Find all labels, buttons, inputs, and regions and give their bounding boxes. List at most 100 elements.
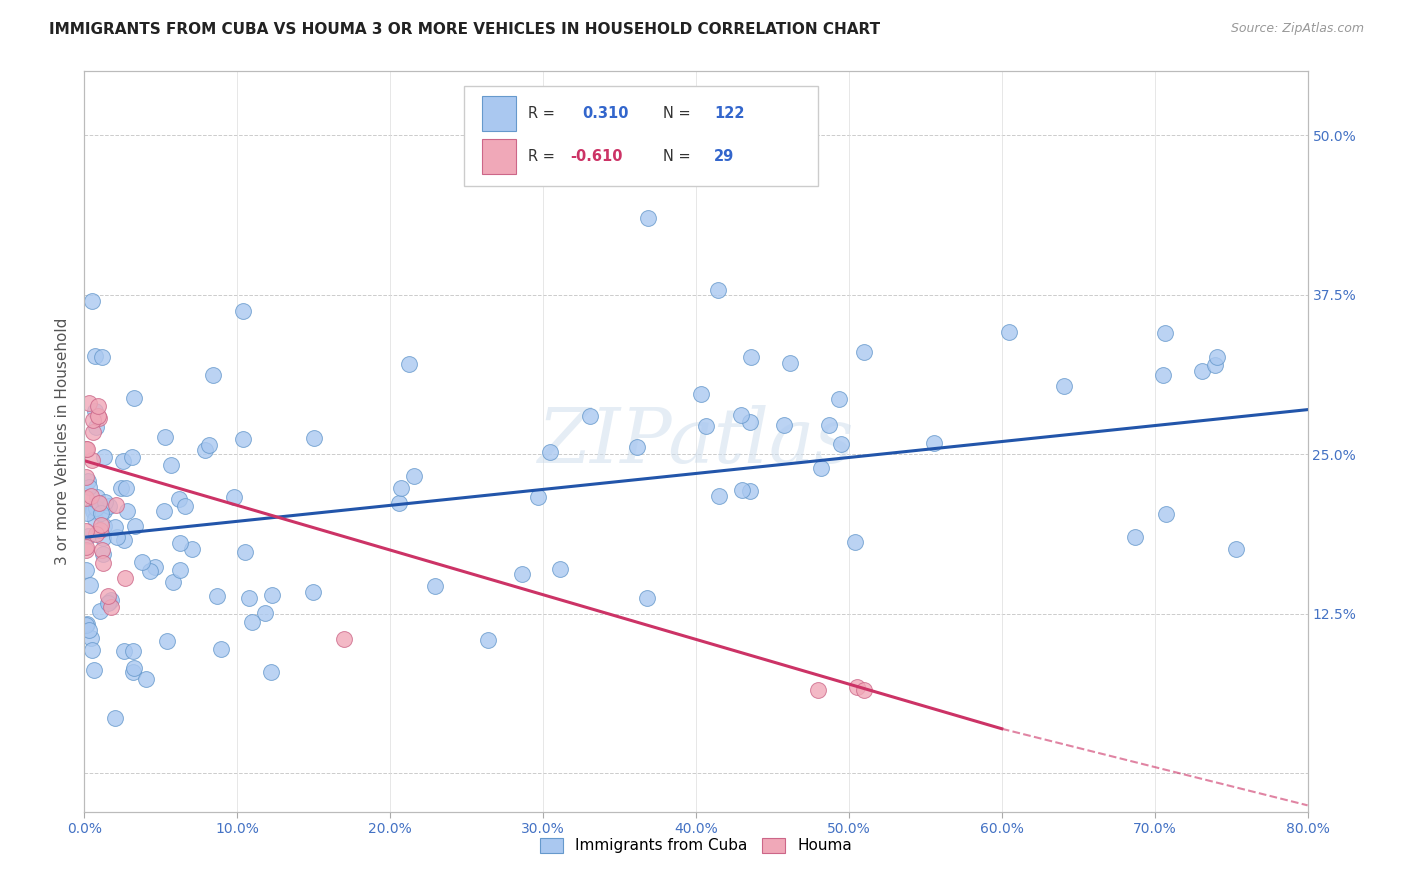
Point <box>240 615 263 630</box>
Point <box>1154 507 1177 521</box>
Point <box>793 128 815 143</box>
Point <box>82 500 104 515</box>
Point <box>79 480 101 494</box>
Point <box>845 680 868 694</box>
Point <box>731 483 754 497</box>
Point <box>830 436 852 450</box>
Point <box>87 409 110 423</box>
Point <box>232 304 254 318</box>
Point <box>1053 378 1076 392</box>
Point <box>131 555 153 569</box>
Point <box>740 350 762 364</box>
Point <box>115 481 138 495</box>
Point <box>1225 541 1247 556</box>
Point <box>124 519 146 533</box>
Point <box>75 563 97 577</box>
Point <box>1152 368 1174 383</box>
Point <box>100 600 122 615</box>
Point <box>75 543 97 558</box>
Point <box>209 642 232 657</box>
Text: R =: R = <box>529 106 555 121</box>
Point <box>707 490 730 504</box>
Text: 29: 29 <box>714 149 734 164</box>
Point <box>260 587 283 601</box>
Point <box>91 547 114 561</box>
Point <box>160 458 183 473</box>
Point <box>97 589 120 603</box>
Y-axis label: 3 or more Vehicles in Household: 3 or more Vehicles in Household <box>55 318 70 566</box>
Point <box>122 660 145 674</box>
Point <box>80 632 103 646</box>
Point <box>110 481 132 495</box>
Point <box>167 492 190 507</box>
Point <box>139 564 162 578</box>
Point <box>91 543 114 558</box>
Point <box>112 533 135 548</box>
Text: N =: N = <box>664 149 690 164</box>
Text: 122: 122 <box>714 106 745 121</box>
Point <box>97 499 120 513</box>
Point <box>235 545 257 559</box>
Point <box>122 643 145 657</box>
Point <box>114 571 136 585</box>
Point <box>100 592 122 607</box>
Bar <box>482 95 516 131</box>
Point <box>84 349 107 363</box>
Text: -0.610: -0.610 <box>569 149 623 164</box>
Point <box>695 419 717 434</box>
Point <box>740 484 762 499</box>
Point <box>301 585 323 599</box>
Point <box>389 481 412 495</box>
Point <box>924 436 946 450</box>
Point <box>260 665 283 679</box>
Point <box>207 589 229 603</box>
Point <box>82 425 104 440</box>
Point <box>93 450 115 465</box>
Point <box>828 392 851 406</box>
Point <box>636 591 658 605</box>
Point <box>82 504 104 518</box>
Point <box>82 413 104 427</box>
Point <box>80 453 103 467</box>
Point <box>97 596 120 610</box>
Point <box>402 469 425 483</box>
Point <box>626 440 648 454</box>
Point <box>779 356 801 370</box>
Point <box>232 432 254 446</box>
Point <box>707 283 730 297</box>
Point <box>105 530 128 544</box>
Point <box>550 562 572 576</box>
Point <box>853 683 876 698</box>
Point <box>423 579 446 593</box>
Point <box>253 607 276 621</box>
Legend: Immigrants from Cuba, Houma: Immigrants from Cuba, Houma <box>533 831 859 860</box>
Point <box>121 450 143 464</box>
Point <box>84 404 107 418</box>
Text: N =: N = <box>664 106 690 121</box>
Point <box>82 293 104 308</box>
Point <box>76 506 98 520</box>
Point <box>76 617 98 632</box>
Point <box>93 503 115 517</box>
Text: IMMIGRANTS FROM CUBA VS HOUMA 3 OR MORE VEHICLES IN HOUSEHOLD CORRELATION CHART: IMMIGRANTS FROM CUBA VS HOUMA 3 OR MORE … <box>49 22 880 37</box>
Point <box>84 419 107 434</box>
Point <box>93 518 115 533</box>
Point <box>201 368 224 383</box>
Point <box>91 531 114 545</box>
Text: ZIPatlas: ZIPatlas <box>537 405 855 478</box>
Point <box>87 399 110 413</box>
Point <box>75 618 97 632</box>
Point <box>89 604 111 618</box>
Point <box>77 474 100 488</box>
Point <box>1204 358 1226 372</box>
Point <box>637 211 659 225</box>
Point <box>690 387 713 401</box>
Point <box>124 391 146 405</box>
Point <box>730 408 752 422</box>
Point <box>773 417 796 432</box>
Point <box>807 683 830 698</box>
Point <box>181 541 204 556</box>
Point <box>224 490 246 504</box>
Point <box>75 541 97 555</box>
Point <box>194 442 217 457</box>
